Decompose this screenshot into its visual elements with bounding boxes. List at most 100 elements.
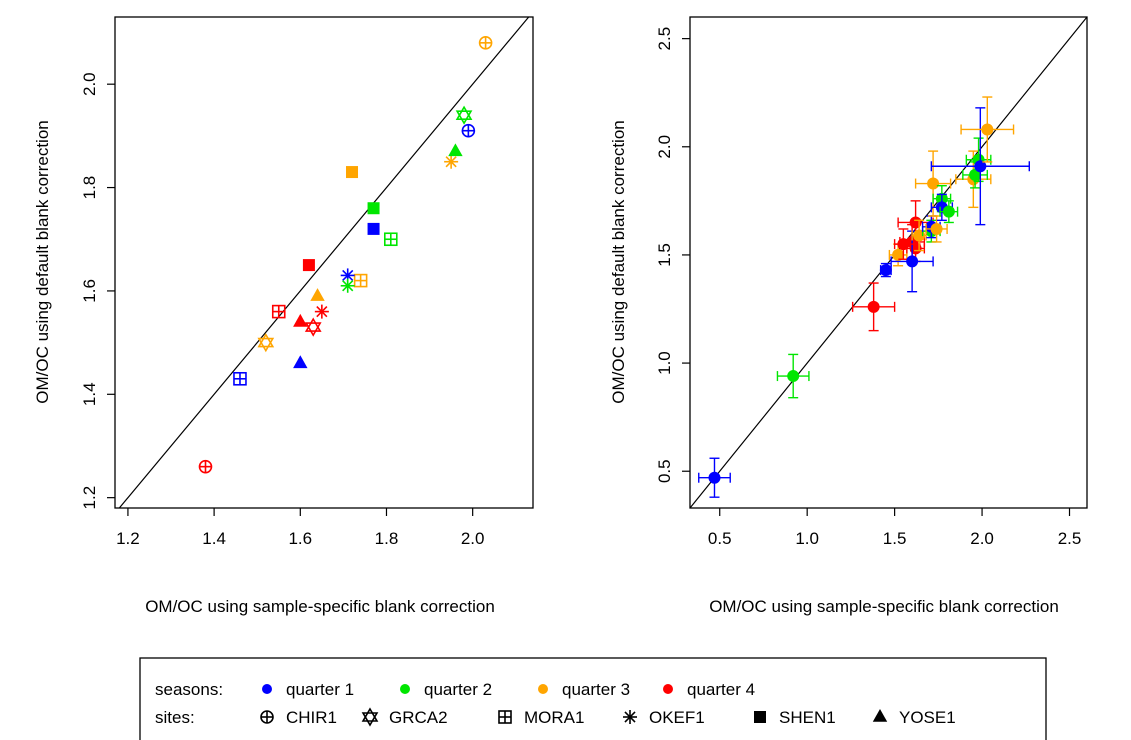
left-x-tick-label: 1.8 <box>375 529 399 548</box>
point-shen1-quarter-3 <box>346 166 359 179</box>
legend-site-marker <box>260 710 274 724</box>
errorbar-point-quarter-3 <box>914 150 952 217</box>
right-data-points <box>698 96 1030 498</box>
legend-item-okef1: OKEF1 <box>623 708 705 727</box>
point-mora1-quarter-1 <box>233 371 247 386</box>
errorbar-point-quarter-3 <box>960 96 1015 163</box>
legend-season-label: quarter 1 <box>286 680 354 699</box>
right-x-axis-label: OM/OC using sample-specific blank correc… <box>709 597 1059 616</box>
right-x-tick-label: 1.0 <box>795 529 819 548</box>
legend-site-label: SHEN1 <box>779 708 836 727</box>
legend-season-label: quarter 2 <box>424 680 492 699</box>
right-y-axis: 0.5 1.0 1.5 2.0 2.5 <box>655 27 690 483</box>
point-marker <box>892 248 905 261</box>
point-marker <box>906 255 919 268</box>
legend-box <box>139 657 1047 740</box>
point-marker <box>708 471 721 484</box>
point-marker <box>909 216 922 229</box>
legend-item-quarter-4: quarter 4 <box>663 680 755 699</box>
legend-season-dot <box>262 684 272 694</box>
point-marker <box>974 160 987 173</box>
right-y-tick-label: 1.5 <box>655 243 674 267</box>
legend-site-label: CHIR1 <box>286 708 337 727</box>
point-grca2-quarter-3 <box>257 333 275 353</box>
right-y-tick-label: 1.0 <box>655 351 674 375</box>
point-shen1-quarter-2 <box>367 202 380 215</box>
errorbar-point-quarter-3 <box>925 215 948 243</box>
left-x-tick-label: 1.4 <box>202 529 226 548</box>
right-one-to-one-line <box>689 16 1088 509</box>
errorbar-point-quarter-2 <box>776 353 810 399</box>
point-okef1-quarter-2 <box>340 278 355 293</box>
errorbar-point-quarter-1 <box>879 262 892 278</box>
left-x-axis-label: OM/OC using sample-specific blank correc… <box>145 597 495 616</box>
left-data-points <box>198 36 493 474</box>
left-y-axis: 1.2 1.4 1.6 1.8 2.0 <box>80 72 115 509</box>
legend-sites-label: sites: <box>155 708 195 727</box>
point-yose1-quarter-4 <box>293 313 308 327</box>
legend-item-mora1: MORA1 <box>498 708 584 727</box>
left-x-axis: 1.2 1.4 1.6 1.8 2.0 <box>116 508 484 548</box>
point-chir1-quarter-3 <box>478 36 493 50</box>
right-x-axis: 0.5 1.0 1.5 2.0 2.5 <box>708 508 1081 548</box>
legend-season-label: quarter 3 <box>562 680 630 699</box>
point-marker <box>981 123 994 136</box>
left-y-tick-label: 1.2 <box>80 486 99 510</box>
right-y-tick-label: 2.5 <box>655 27 674 51</box>
legend-site-marker <box>754 711 766 723</box>
right-x-tick-label: 1.5 <box>883 529 907 548</box>
left-scatter-panel: 1.2 1.4 1.6 1.8 2.0 1.2 1.4 1.6 1.8 2.0 OM/OC us… <box>33 16 534 616</box>
left-plot-frame <box>114 16 534 509</box>
legend-site-marker <box>361 707 379 727</box>
point-marker <box>942 205 955 218</box>
right-scatter-panel: 0.5 1.0 1.5 2.0 2.5 0.5 1.0 1.5 2.0 2.5 OM/OC us… <box>609 16 1088 616</box>
legend-sites: CHIR1 GRCA2 MORA1 OKEF1 SHEN1 YOSE1 <box>260 707 956 727</box>
right-y-axis-label: OM/OC using default blank correction <box>609 120 628 403</box>
legend-item-yose1: YOSE1 <box>872 708 956 727</box>
point-yose1-quarter-3 <box>310 288 325 301</box>
point-yose1-quarter-2 <box>448 143 463 157</box>
legend-site-marker <box>498 710 512 724</box>
legend-season-dot <box>400 684 410 694</box>
legend: seasons: sites: quarter 1 quarter 2 quarte… <box>139 657 1047 740</box>
right-x-tick-label: 2.5 <box>1058 529 1082 548</box>
legend-season-dot <box>663 684 673 694</box>
legend-item-quarter-1: quarter 1 <box>262 680 354 699</box>
point-shen1-quarter-1 <box>367 222 380 235</box>
legend-item-grca2: GRCA2 <box>361 707 448 727</box>
left-x-tick-label: 1.2 <box>116 529 140 548</box>
legend-site-label: OKEF1 <box>649 708 705 727</box>
legend-site-label: YOSE1 <box>899 708 956 727</box>
point-grca2-quarter-2 <box>455 105 473 125</box>
left-x-tick-label: 2.0 <box>461 529 485 548</box>
left-y-tick-label: 1.4 <box>80 382 99 406</box>
legend-seasons-label: seasons: <box>155 680 223 699</box>
right-x-tick-label: 0.5 <box>708 529 732 548</box>
errorbar-point-quarter-1 <box>930 107 1030 226</box>
point-marker <box>927 177 940 190</box>
right-x-tick-label: 2.0 <box>970 529 994 548</box>
legend-site-marker <box>623 710 637 724</box>
left-x-tick-label: 1.6 <box>288 529 312 548</box>
legend-item-quarter-3: quarter 3 <box>538 680 630 699</box>
errorbar-point-quarter-1 <box>890 230 934 293</box>
point-chir1-quarter-4 <box>198 459 213 474</box>
right-plot-frame <box>689 16 1088 509</box>
point-shen1-quarter-4 <box>302 259 315 272</box>
legend-site-marker <box>872 709 888 722</box>
errorbar-point-quarter-2 <box>939 200 959 224</box>
legend-item-quarter-2: quarter 2 <box>400 680 492 699</box>
point-okef1-quarter-1 <box>340 268 355 283</box>
legend-season-dot <box>538 684 548 694</box>
left-y-tick-label: 2.0 <box>80 72 99 96</box>
point-marker <box>867 300 880 313</box>
point-mora1-quarter-2 <box>383 232 398 247</box>
legend-site-label: MORA1 <box>524 708 584 727</box>
point-marker <box>879 264 892 277</box>
errorbar-point-quarter-1 <box>698 457 731 498</box>
point-yose1-quarter-1 <box>293 355 308 369</box>
legend-item-chir1: CHIR1 <box>260 708 337 727</box>
left-y-axis-label: OM/OC using default blank correction <box>33 120 52 403</box>
point-okef1-quarter-3 <box>444 154 459 169</box>
